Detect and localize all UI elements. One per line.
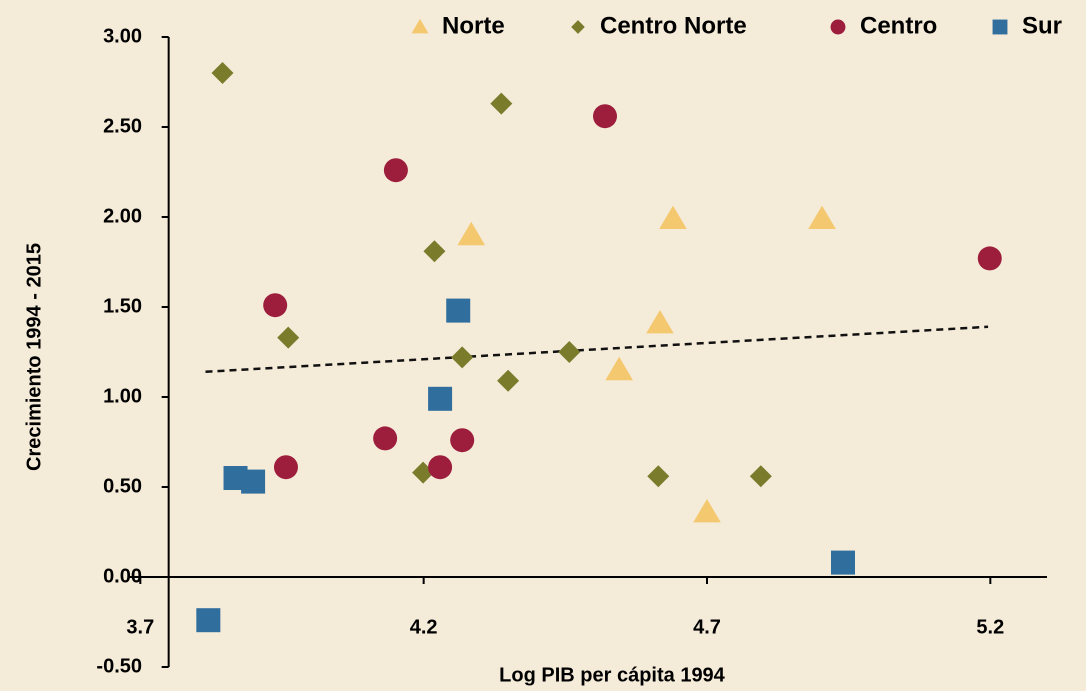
triangle-marker	[693, 499, 721, 523]
circle-marker	[428, 455, 453, 480]
y-tick-label: -0.50	[96, 655, 142, 677]
circle-marker	[450, 428, 475, 453]
circle-marker	[263, 293, 288, 318]
x-axis-label: Log PIB per cápita 1994	[499, 664, 726, 686]
x-tick-label: 4.7	[693, 616, 721, 638]
square-marker	[241, 469, 266, 494]
circle-marker	[830, 19, 846, 35]
diamond-marker	[277, 326, 300, 349]
legend-label: Centro	[860, 12, 937, 39]
diamond-marker	[451, 346, 474, 369]
y-tick-label: 2.50	[103, 115, 142, 137]
triangle-marker	[646, 310, 674, 334]
diamond-marker	[423, 240, 446, 263]
legend-label: Norte	[442, 12, 505, 39]
trendline	[205, 325, 989, 374]
x-tick-label: 4.2	[410, 616, 438, 638]
diamond-marker	[647, 465, 670, 488]
y-tick-label: 0.50	[103, 475, 142, 497]
y-tick-label: 1.50	[103, 295, 142, 317]
triangle-marker	[411, 18, 429, 34]
diamond-marker	[749, 465, 772, 488]
triangle-marker	[605, 356, 633, 381]
y-tick-label: 1.00	[103, 385, 142, 407]
y-tick-label: 2.00	[103, 205, 142, 227]
triangle-marker	[457, 221, 486, 246]
diamond-marker	[497, 369, 520, 392]
triangle-marker	[808, 205, 836, 229]
y-axis-label: Crecimiento 1994 - 2015	[23, 243, 45, 471]
diamond-marker	[558, 341, 581, 363]
legend-label: Centro Norte	[600, 12, 747, 39]
y-tick-label: 3.00	[103, 25, 142, 47]
diamond-marker	[211, 62, 234, 84]
circle-marker	[383, 158, 408, 183]
square-marker	[831, 550, 855, 575]
square-marker	[428, 386, 453, 411]
legend-label: Sur	[1022, 12, 1062, 39]
square-marker	[992, 19, 1008, 35]
circle-marker	[373, 426, 398, 451]
diamond-marker	[490, 92, 513, 115]
triangle-marker	[659, 205, 687, 229]
x-tick-label: 3.7	[126, 616, 154, 638]
circle-marker	[593, 104, 617, 129]
x-tick-label: 5.2	[976, 616, 1004, 638]
square-marker	[446, 298, 471, 323]
circle-marker	[977, 246, 1002, 271]
diamond-marker	[571, 20, 585, 34]
circle-marker	[273, 455, 298, 480]
y-tick-label: 0.00	[103, 565, 142, 587]
square-marker	[196, 608, 221, 633]
